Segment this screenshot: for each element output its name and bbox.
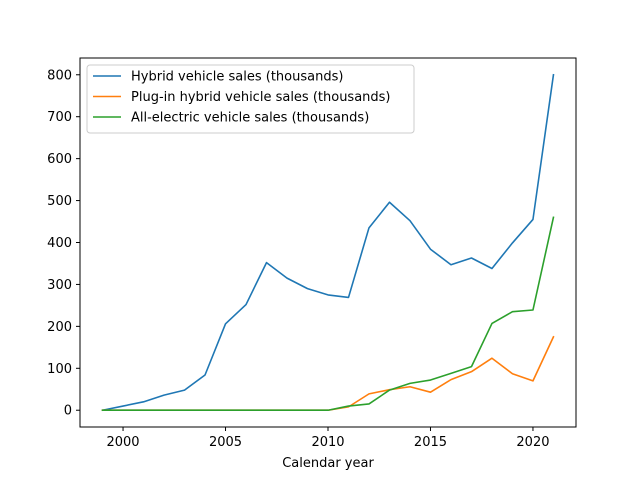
y-tick-label: 300 xyxy=(47,278,72,293)
x-tick-label: 2020 xyxy=(516,435,549,450)
x-tick-label: 2000 xyxy=(106,435,139,450)
legend: Hybrid vehicle sales (thousands) Plug-in … xyxy=(86,64,415,134)
x-axis: 2000 2005 2010 2015 2020 xyxy=(106,427,550,450)
legend-items: Hybrid vehicle sales (thousands) Plug-in … xyxy=(93,70,391,126)
series-line-3 xyxy=(101,216,555,412)
x-tick-label: 2015 xyxy=(414,435,447,450)
y-tick-label: 400 xyxy=(47,236,72,251)
y-axis: 0 100 200 300 400 500 600 700 800 xyxy=(47,68,80,419)
y-tick-label: 500 xyxy=(47,194,72,209)
legend-label-2: Plug-in hybrid vehicle sales (thousands) xyxy=(131,90,391,105)
y-tick-label: 0 xyxy=(64,404,72,419)
series-line-1 xyxy=(101,73,555,412)
legend-box xyxy=(86,64,415,134)
y-tick-label: 600 xyxy=(47,152,72,167)
y-tick-label: 700 xyxy=(47,110,72,125)
y-tick-label: 100 xyxy=(47,362,72,377)
series-layer xyxy=(101,73,555,412)
x-tick-label: 2005 xyxy=(209,435,242,450)
y-tick-label: 800 xyxy=(47,68,72,83)
x-tick-label: 2010 xyxy=(311,435,344,450)
legend-label-1: Hybrid vehicle sales (thousands) xyxy=(131,70,343,85)
y-tick-label: 200 xyxy=(47,320,72,335)
x-axis-label: Calendar year xyxy=(282,456,374,471)
legend-label-3: All-electric vehicle sales (thousands) xyxy=(131,111,369,126)
